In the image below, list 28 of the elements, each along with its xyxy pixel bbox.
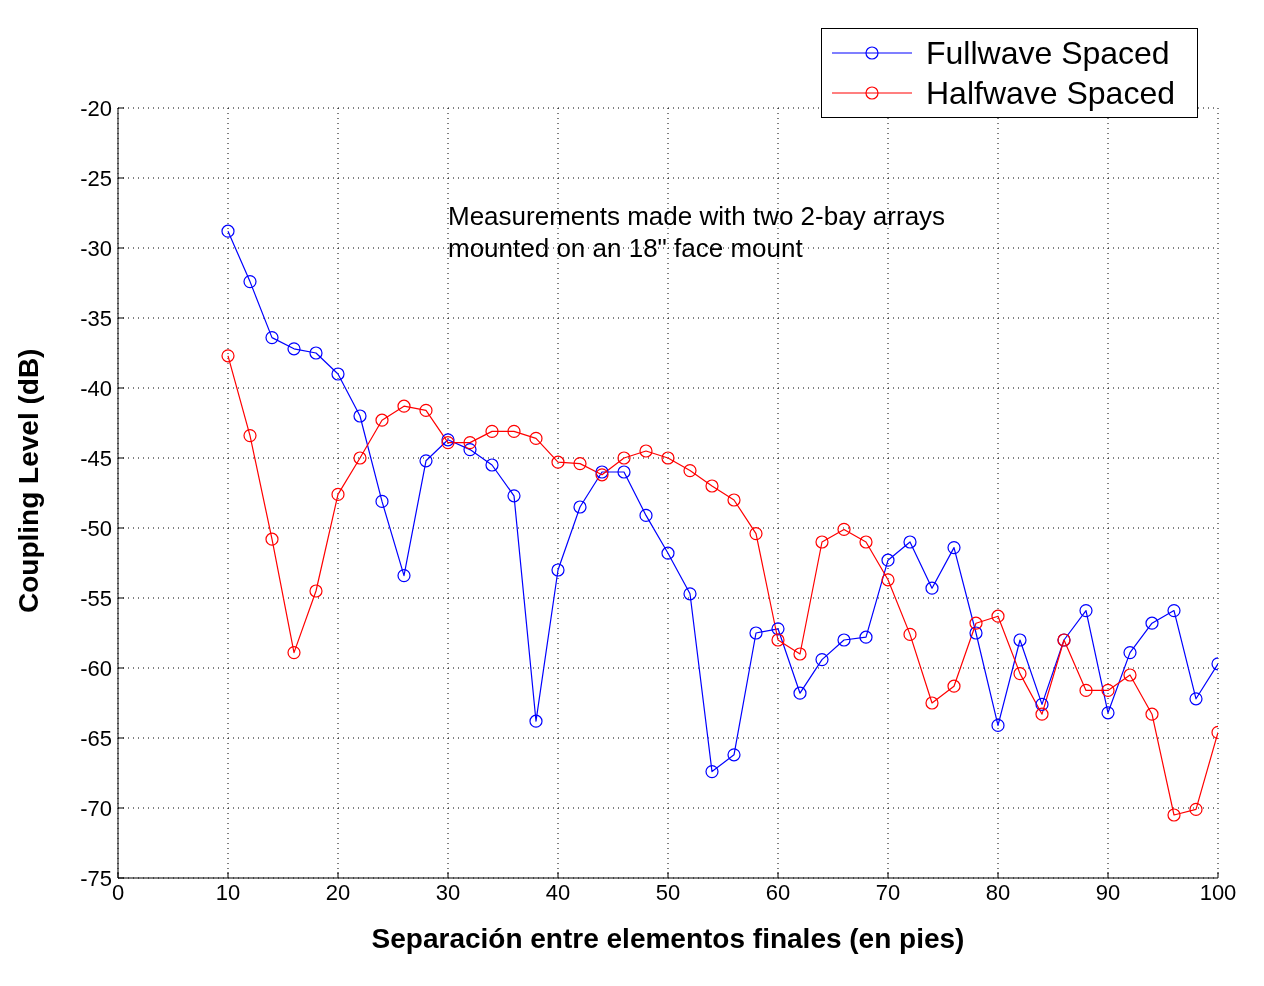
x-tick-label: 80 <box>985 879 1011 905</box>
y-tick-label: -45 <box>80 445 112 471</box>
y-axis-title: Coupling Level (dB) <box>12 348 44 613</box>
y-tick-label: -50 <box>80 515 112 541</box>
x-tick-label: 70 <box>875 879 901 905</box>
y-tick-label: -35 <box>80 305 112 331</box>
legend-label: Halfwave Spaced <box>925 74 1175 112</box>
y-tick-label: -55 <box>80 585 112 611</box>
x-tick-label: 40 <box>545 879 571 905</box>
y-tick-label: -30 <box>80 235 112 261</box>
x-tick-label: 0 <box>111 879 125 905</box>
x-axis-title: Separación entre elementos finales (en pies) <box>371 923 965 954</box>
y-tick-label: -75 <box>80 865 112 891</box>
x-tick-label: 90 <box>1095 879 1121 905</box>
legend-label: Fullwave Spaced <box>925 34 1170 72</box>
x-tick-label: 10 <box>215 879 241 905</box>
x-tick-label: 60 <box>765 879 791 905</box>
y-tick-label: -25 <box>80 165 112 191</box>
y-tick-label: -70 <box>80 795 112 821</box>
x-tick-label: 100 <box>1199 879 1237 905</box>
y-tick-label: -65 <box>80 725 112 751</box>
annotation: Measurements made with two 2-bay arrays mounted on an 18" face mount <box>448 200 947 264</box>
y-tick-label: -60 <box>80 655 112 681</box>
x-tick-label: 30 <box>435 879 461 905</box>
y-tick-label: -40 <box>80 375 112 401</box>
y-tick-label: -20 <box>80 95 112 121</box>
x-tick-label: 20 <box>325 879 351 905</box>
x-tick-label: 50 <box>655 879 681 905</box>
